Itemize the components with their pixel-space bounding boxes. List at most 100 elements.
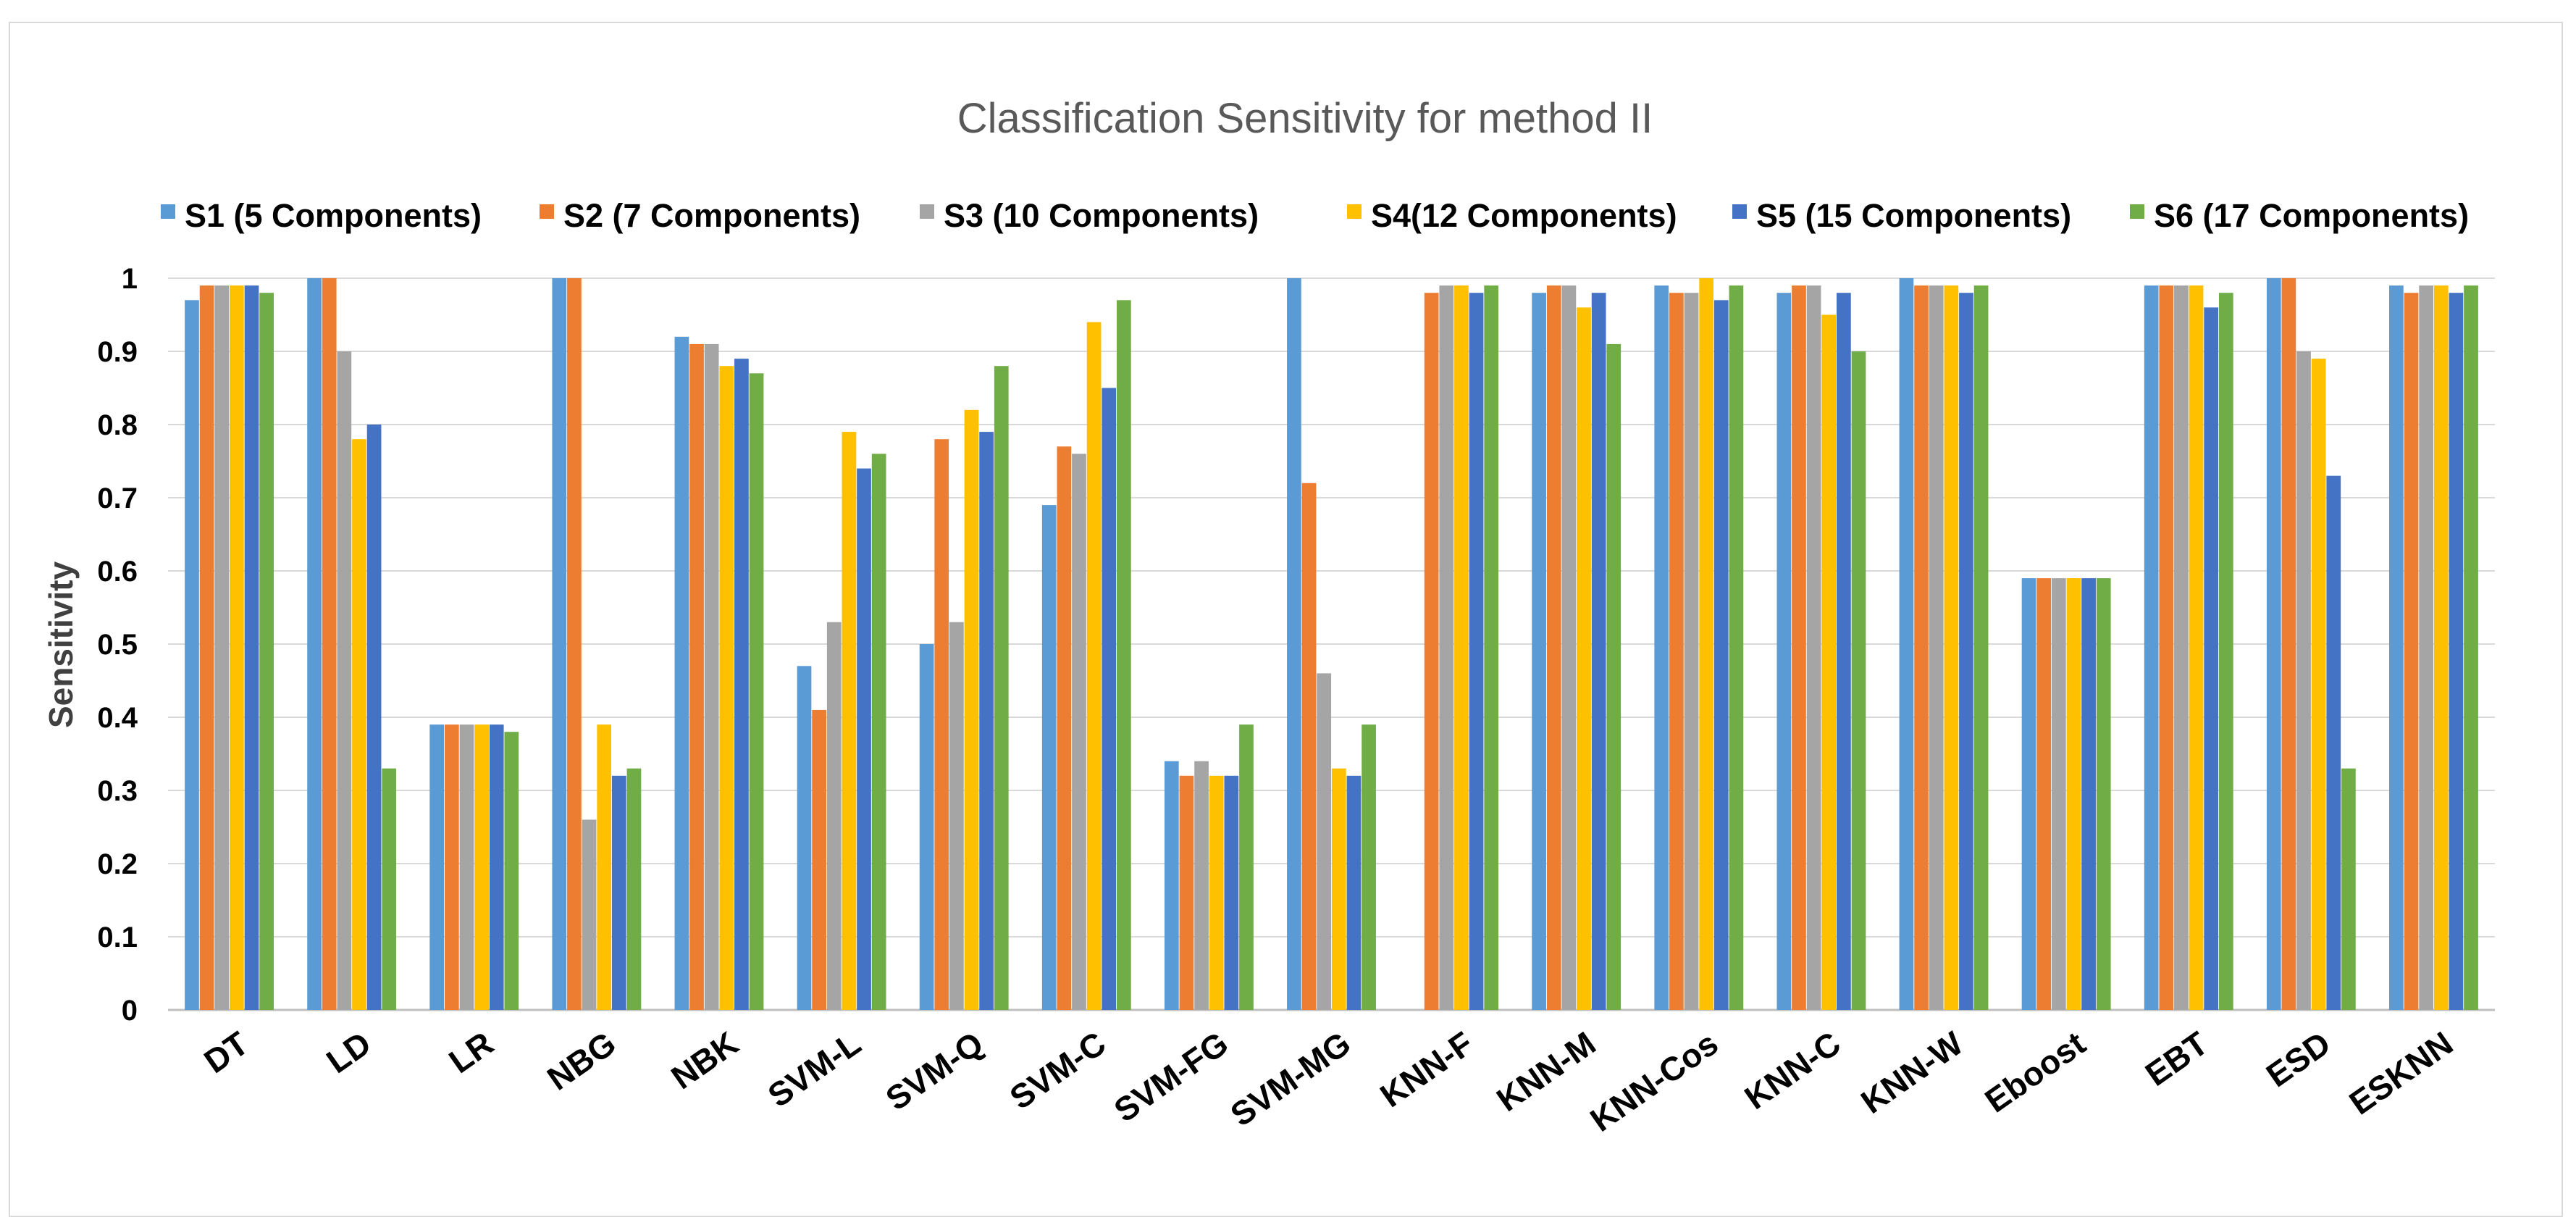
bar: [1821, 314, 1837, 1010]
bar: [1929, 285, 1944, 1011]
bar: [230, 285, 244, 1011]
y-tick-label: 0.4: [97, 702, 138, 734]
bar: [934, 439, 949, 1010]
bar: [2311, 359, 2326, 1011]
bar: [704, 343, 719, 1010]
legend-swatch: [920, 204, 934, 219]
bar: [199, 285, 214, 1011]
chart-frame: [9, 22, 2563, 1217]
y-axis-ticks: 0 0.1 0.2 0.3 0.4 0.5 0.6 0.7 0.8 0.9 1: [97, 263, 138, 1027]
bar: [626, 768, 642, 1010]
bar: [307, 278, 322, 1010]
bar: [1301, 483, 1317, 1010]
y-tick-label: 0.5: [97, 629, 138, 661]
bar: [2218, 293, 2233, 1010]
bar: [842, 432, 857, 1010]
bar: [259, 293, 274, 1010]
bar: [2021, 578, 2036, 1010]
legend: S1 (5 Components) S2 (7 Components) S3 (10…: [161, 197, 2469, 234]
bars: [185, 278, 2478, 1011]
bar: [1346, 775, 1362, 1010]
bar: [2051, 578, 2066, 1010]
bar: [919, 644, 934, 1010]
bar: [474, 724, 489, 1010]
bar: [1239, 724, 1254, 1010]
bar: [1484, 285, 1499, 1011]
chart-title: Classification Sensitivity for method II: [957, 95, 1653, 142]
bar: [812, 709, 826, 1010]
bar: [1546, 285, 1561, 1011]
bar: [1654, 285, 1669, 1011]
bar: [1362, 724, 1376, 1010]
y-tick-label: 0.6: [97, 556, 138, 588]
bar: [1209, 775, 1224, 1010]
bar: [1959, 293, 1973, 1010]
legend-swatch: [2130, 204, 2144, 219]
bar: [689, 343, 704, 1010]
bar: [2204, 307, 2219, 1010]
bar: [1072, 454, 1086, 1010]
bar: [1792, 285, 1806, 1011]
x-tick-label: SVM-L: [761, 1024, 868, 1115]
bar: [1606, 343, 1621, 1010]
y-tick-label: 0.9: [97, 336, 138, 368]
x-tick-label: KNN-M: [1490, 1024, 1602, 1119]
y-tick-label: 0.8: [97, 409, 138, 441]
bar: [352, 439, 366, 1010]
bar: [1973, 285, 1989, 1011]
bar: [1944, 285, 1959, 1011]
bar: [2174, 285, 2189, 1011]
bar: [857, 468, 871, 1010]
bar: [2144, 285, 2159, 1011]
bar: [1057, 446, 1072, 1010]
y-tick-label: 0.7: [97, 483, 138, 514]
x-tick-label: LR: [442, 1024, 500, 1081]
bar: [2159, 285, 2174, 1011]
bar: [1713, 300, 1729, 1010]
bar: [1561, 285, 1577, 1011]
bar: [1041, 505, 1057, 1010]
bar: [2433, 285, 2449, 1011]
bar: [582, 819, 597, 1010]
bar: [366, 425, 382, 1010]
bar: [1729, 285, 1744, 1011]
bar: [734, 359, 749, 1011]
bar: [1776, 293, 1792, 1010]
bar: [1914, 285, 1929, 1011]
bar: [797, 666, 812, 1010]
x-tick-label: NBK: [664, 1024, 744, 1097]
bar: [1591, 293, 1606, 1010]
bar: [1577, 307, 1591, 1010]
bar: [1851, 351, 1866, 1010]
x-tick-label: NBG: [540, 1024, 623, 1098]
legend-label: S1 (5 Components): [185, 197, 482, 234]
bar: [337, 351, 352, 1010]
y-axis-label: Sensitivity: [42, 561, 80, 729]
bar: [2296, 351, 2311, 1010]
bar: [2189, 285, 2204, 1011]
bar: [871, 454, 886, 1010]
x-tick-label: ESKNN: [2342, 1024, 2459, 1122]
bar: [1317, 673, 1332, 1010]
bar: [994, 366, 1009, 1010]
bar: [1454, 285, 1469, 1011]
bar: [2341, 768, 2356, 1010]
y-tick-label: 0: [122, 995, 138, 1027]
bar: [1194, 761, 1209, 1010]
bar: [2281, 278, 2296, 1010]
bar: [611, 775, 626, 1010]
bar: [1086, 322, 1102, 1011]
x-tick-label: KNN-C: [1737, 1024, 1847, 1117]
bar: [1837, 293, 1851, 1010]
x-tick-label: Eboost: [1978, 1024, 2092, 1120]
x-tick-label: DT: [197, 1024, 255, 1081]
bar: [214, 285, 230, 1011]
bar: [2036, 578, 2052, 1010]
bar: [185, 300, 199, 1010]
bar: [1684, 293, 1699, 1010]
x-tick-label: EBT: [2139, 1024, 2215, 1093]
bar: [1469, 293, 1484, 1010]
bar: [2266, 278, 2281, 1010]
